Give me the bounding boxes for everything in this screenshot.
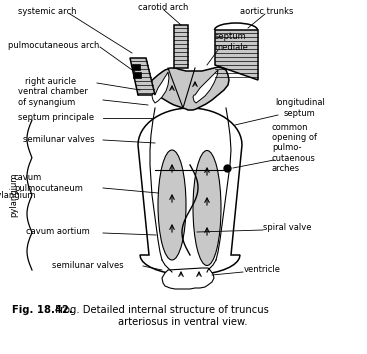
Polygon shape	[215, 30, 258, 80]
Text: Frog. Detailed internal structure of truncus: Frog. Detailed internal structure of tru…	[52, 305, 269, 315]
Text: spiral valve: spiral valve	[263, 223, 312, 233]
Ellipse shape	[193, 150, 221, 266]
Polygon shape	[138, 108, 242, 275]
Text: carotid arch: carotid arch	[138, 4, 188, 12]
Text: systemic arch: systemic arch	[18, 7, 76, 17]
Polygon shape	[130, 58, 155, 95]
Text: aortic trunks: aortic trunks	[240, 7, 293, 17]
Text: pylangium: pylangium	[0, 190, 36, 200]
Text: ventral chamber
of synangium: ventral chamber of synangium	[18, 87, 88, 107]
Polygon shape	[132, 64, 140, 70]
Text: pylangium: pylangium	[10, 173, 18, 217]
Text: common
opening of
pulmo-
cutaenous
arches: common opening of pulmo- cutaenous arche…	[272, 123, 317, 173]
Polygon shape	[133, 72, 141, 78]
Ellipse shape	[158, 150, 186, 260]
Polygon shape	[162, 268, 214, 289]
Polygon shape	[152, 72, 169, 103]
Polygon shape	[174, 25, 188, 68]
Polygon shape	[193, 70, 218, 103]
Polygon shape	[138, 67, 229, 110]
Text: Fig. 18.42.: Fig. 18.42.	[12, 305, 73, 315]
Text: septum principale: septum principale	[18, 113, 94, 121]
Text: semilunar valves: semilunar valves	[23, 136, 95, 144]
Text: longitudinal
septum: longitudinal septum	[275, 98, 325, 118]
Text: ventricle: ventricle	[244, 266, 281, 274]
Text: arteriosus in ventral view.: arteriosus in ventral view.	[118, 317, 248, 327]
Text: septum
mediale: septum mediale	[214, 32, 248, 52]
Text: pulmocutaneous arch: pulmocutaneous arch	[8, 40, 99, 50]
Text: cavum
pulmocutaneum: cavum pulmocutaneum	[14, 173, 83, 193]
Text: cavum aortium: cavum aortium	[26, 228, 90, 236]
Text: semilunar valves: semilunar valves	[52, 261, 124, 269]
Text: right auricle: right auricle	[25, 78, 76, 86]
